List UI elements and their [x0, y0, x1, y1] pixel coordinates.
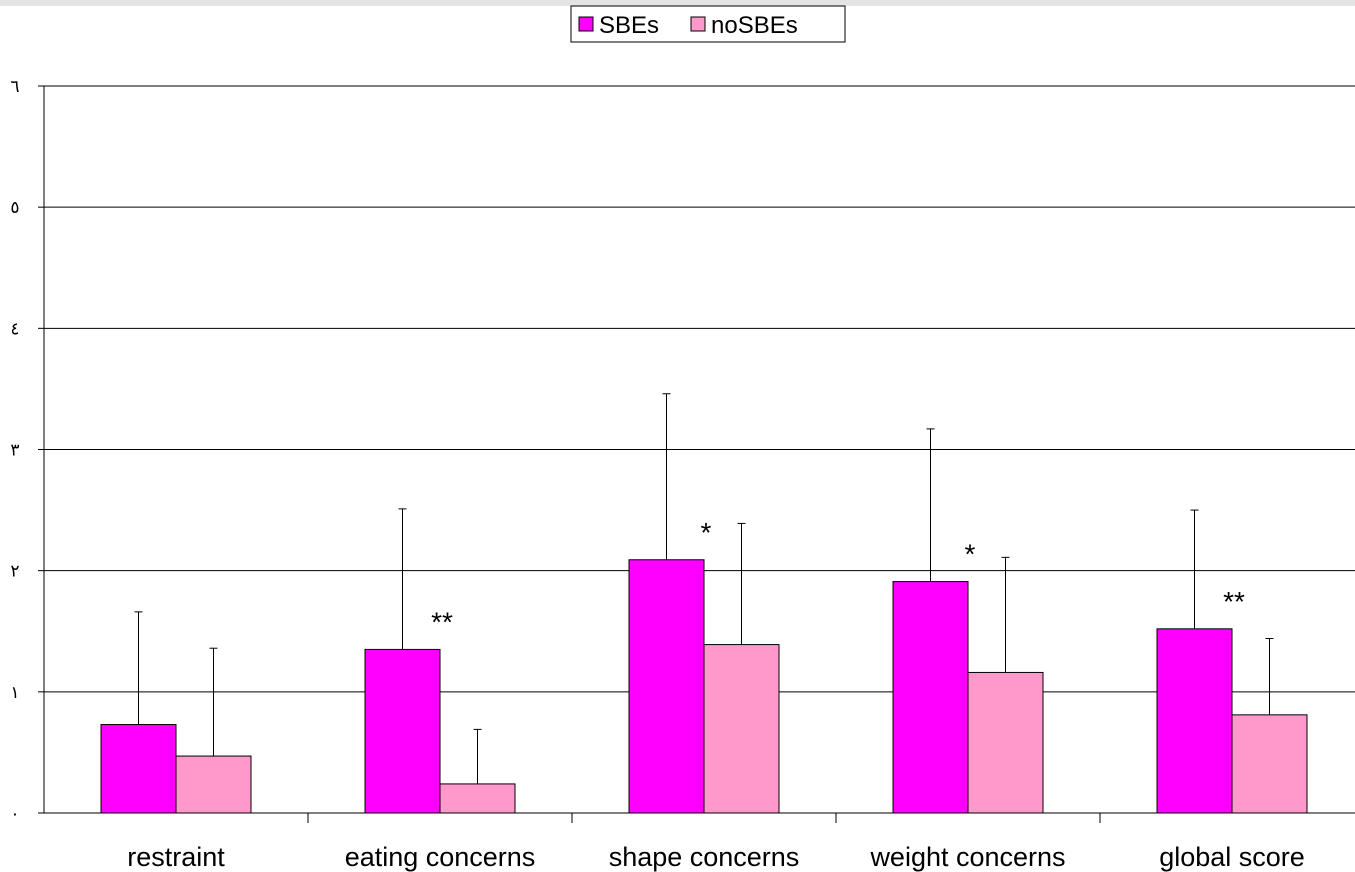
x-tick-label-1: eating concerns [345, 842, 536, 872]
bar-SBEs-3 [892, 581, 969, 814]
legend: SBEs noSBEs [570, 5, 846, 43]
gridlines [44, 85, 1355, 693]
significance-label-1: ** [431, 606, 453, 637]
y-tick-label-2: ٢ [10, 562, 19, 582]
bar-SBEs-0 [100, 724, 177, 814]
significance-labels: ****** [431, 517, 1245, 638]
axes [38, 85, 1355, 823]
significance-label-2: * [701, 517, 712, 548]
y-tick-label-5: ٥ [10, 198, 19, 218]
legend-swatch-SBEs [578, 16, 594, 32]
bar-noSBEs-1 [439, 783, 516, 814]
bar-SBEs-4 [1156, 628, 1233, 814]
top-border [0, 0, 1355, 6]
legend-label-noSBEs: noSBEs [711, 12, 798, 39]
y-tick-label-4: ٤ [10, 319, 19, 339]
x-tick-labels: restraint eating concerns shape concerns we… [127, 842, 1305, 872]
x-tick-label-4: global score [1159, 842, 1305, 872]
bar-noSBEs-2 [703, 644, 780, 814]
legend-label-SBEs: SBEs [599, 12, 659, 39]
y-tick-label-0: ٠ [10, 804, 19, 824]
bar-noSBEs-3 [967, 671, 1044, 814]
bar-noSBEs-4 [1231, 714, 1308, 814]
y-tick-label-1: ١ [10, 683, 19, 703]
bars [100, 559, 1308, 814]
bar-SBEs-1 [364, 648, 441, 814]
legend-box [570, 5, 846, 43]
bar-noSBEs-0 [175, 755, 252, 814]
legend-swatch-noSBEs [690, 16, 706, 32]
bar-SBEs-2 [628, 559, 705, 814]
x-tick-label-3: weight concerns [869, 842, 1065, 872]
y-tick-label-3: ٣ [10, 441, 19, 461]
x-tick-label-0: restraint [127, 842, 225, 872]
y-tick-labels: ٠ ١ ٢ ٣ ٤ ٥ ٦ [10, 77, 19, 824]
significance-label-3: * [965, 539, 976, 570]
error-bars [134, 393, 1274, 784]
y-tick-label-6: ٦ [10, 77, 19, 97]
x-tick-label-2: shape concerns [609, 842, 800, 872]
significance-label-4: ** [1223, 586, 1245, 617]
